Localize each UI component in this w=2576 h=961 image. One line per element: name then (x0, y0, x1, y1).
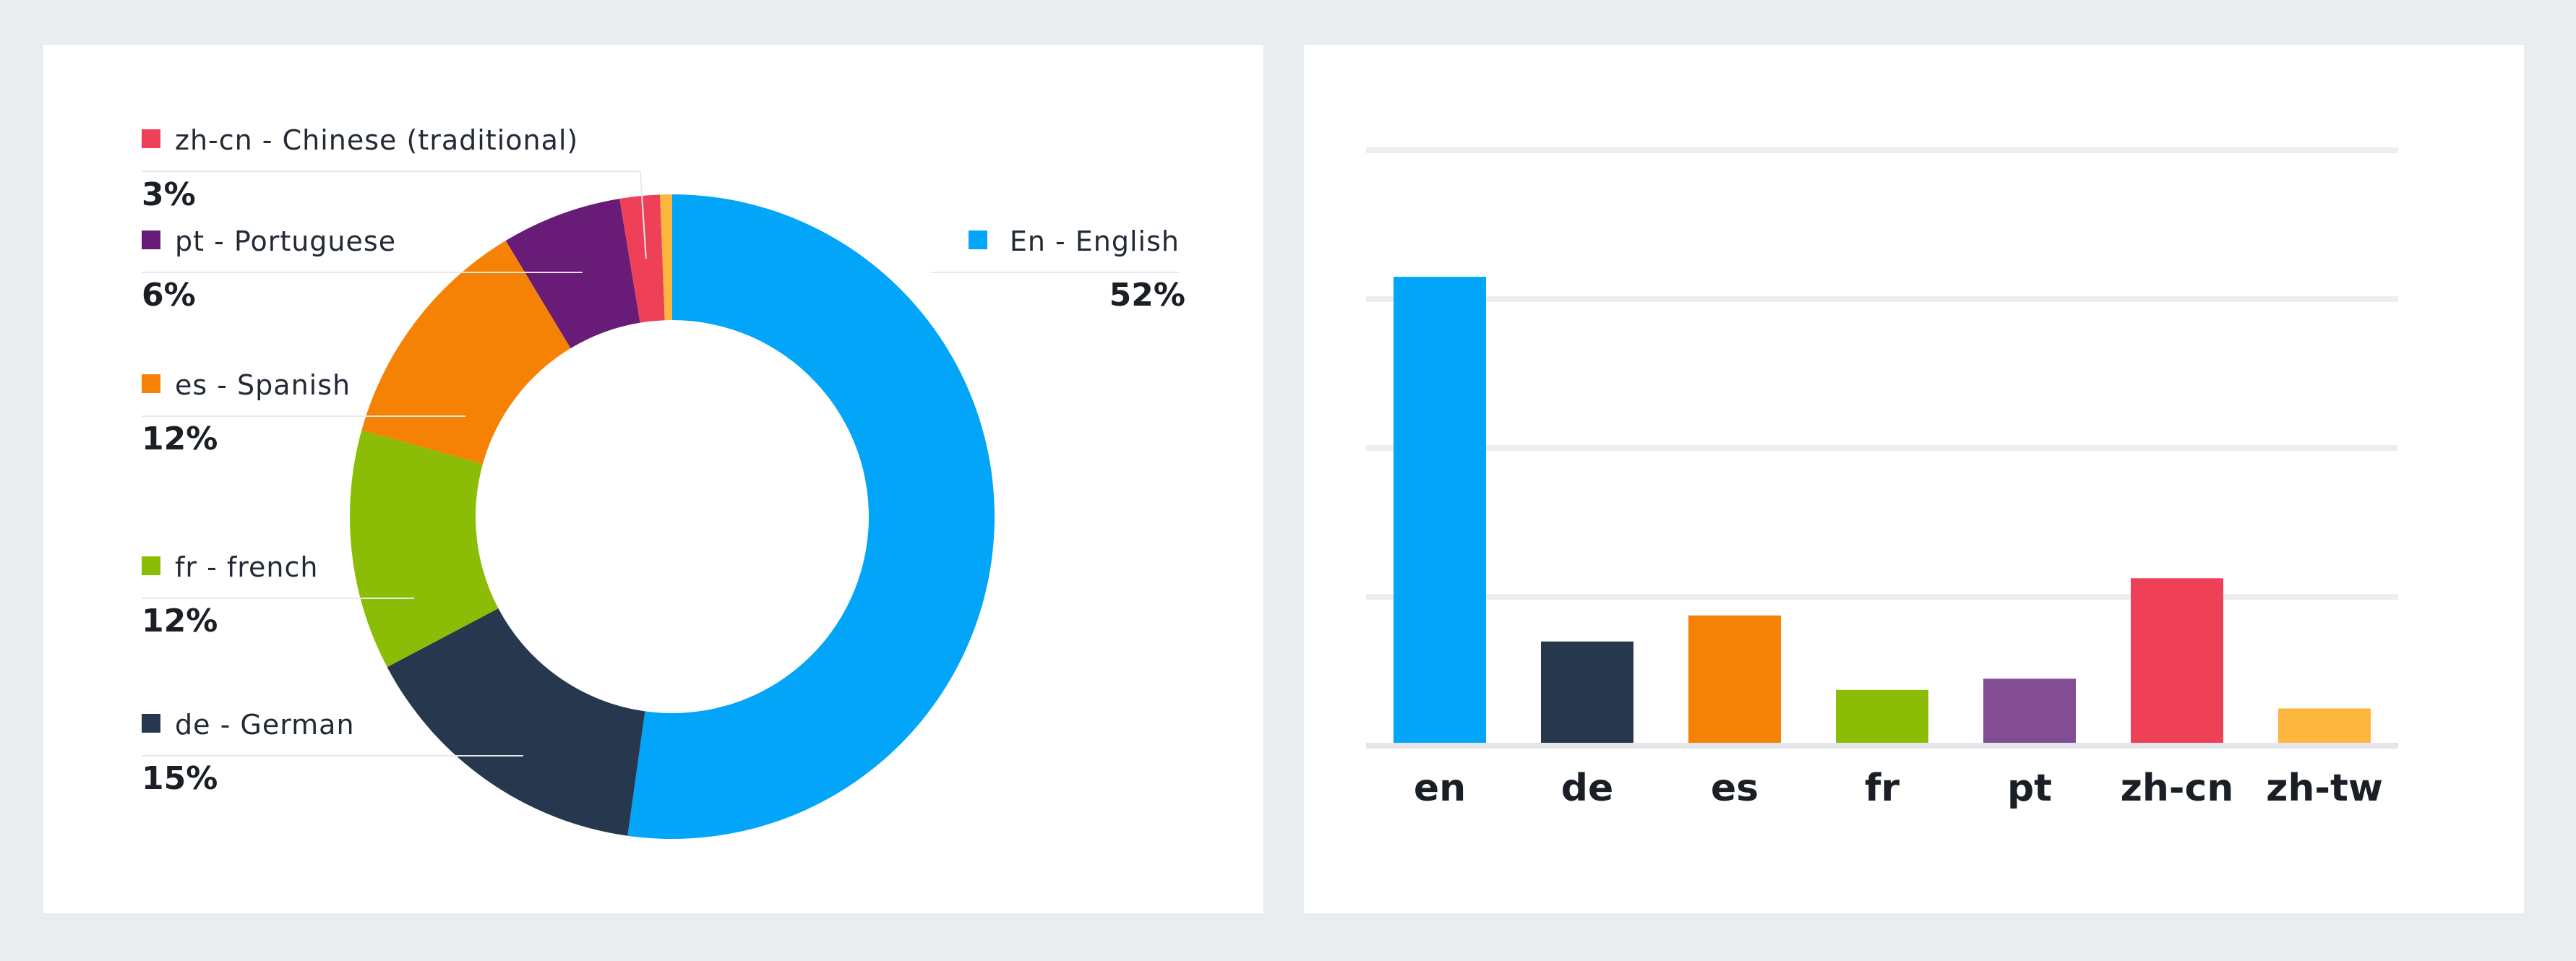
donut-slice-en (627, 194, 995, 839)
donut-slice-zh_tw (660, 194, 672, 321)
category-label-en: en (1414, 767, 1466, 810)
bar-fr (1836, 689, 1928, 743)
legend-item-en: En - English 52% (931, 225, 1185, 314)
bar-es (1688, 615, 1781, 743)
legend-swatch-es (142, 374, 160, 393)
bar-en (1394, 277, 1486, 744)
category-label-pt: pt (2007, 767, 2052, 810)
legend-pct-es: 12% (142, 421, 218, 457)
legend-swatch-pt (142, 230, 160, 249)
donut-slice-pt (505, 198, 640, 349)
leader-line-zh_cn (142, 171, 647, 259)
legend-pct-zh_cn: 3% (142, 176, 196, 213)
donut-slice-zh_cn (619, 194, 665, 323)
legend-pct-en: 52% (1109, 277, 1185, 314)
bar-chart-panel: en de es fr pt zh-cn zh-tw (1304, 45, 2524, 913)
legend-swatch-zh_cn (142, 129, 160, 148)
legend-label-en: En - English (1010, 225, 1180, 257)
legend-label-zh_cn: zh-cn - Chinese (traditional) (175, 124, 578, 156)
legend-item-zh_cn: zh-cn - Chinese (traditional) 3% (142, 124, 647, 259)
legend-label-de: de - German (175, 709, 355, 741)
bar-pt (1983, 678, 2076, 743)
bar-zh-cn (2131, 578, 2223, 743)
legend-item-es: es - Spanish 12% (142, 369, 466, 457)
legend-pct-de: 15% (142, 760, 218, 797)
bar-zh-tw (2278, 708, 2371, 743)
donut-slice-es (361, 241, 571, 465)
donut-slice-fr (349, 430, 499, 668)
donut-chart-panel: En - English 52% de - German 15% fr - french… (43, 45, 1263, 913)
legend-item-de: de - German 15% (142, 709, 523, 797)
category-label-zh-cn: zh-cn (2121, 767, 2234, 810)
legend-pct-pt: 6% (142, 277, 196, 314)
legend-pct-fr: 12% (142, 603, 218, 639)
legend-swatch-en (969, 230, 987, 249)
legend-label-fr: fr - french (175, 551, 318, 583)
category-label-zh-tw: zh-tw (2266, 767, 2383, 810)
legend-item-pt: pt - Portuguese 6% (142, 225, 583, 314)
donut-slice-de (387, 608, 645, 836)
category-label-es: es (1711, 767, 1759, 810)
legend-swatch-de (142, 714, 160, 733)
category-label-de: de (1561, 767, 1614, 810)
category-label-fr: fr (1865, 767, 1900, 810)
legend-item-fr: fr - french 12% (142, 551, 415, 639)
donut-chart: En - English 52% de - German 15% fr - french… (142, 124, 1185, 839)
legend-label-es: es - Spanish (175, 369, 351, 401)
bar-chart: en de es fr pt zh-cn zh-tw (1366, 147, 2398, 810)
legend-swatch-fr (142, 556, 160, 575)
bar-de (1541, 641, 1633, 743)
legend-label-pt: pt - Portuguese (175, 225, 396, 257)
